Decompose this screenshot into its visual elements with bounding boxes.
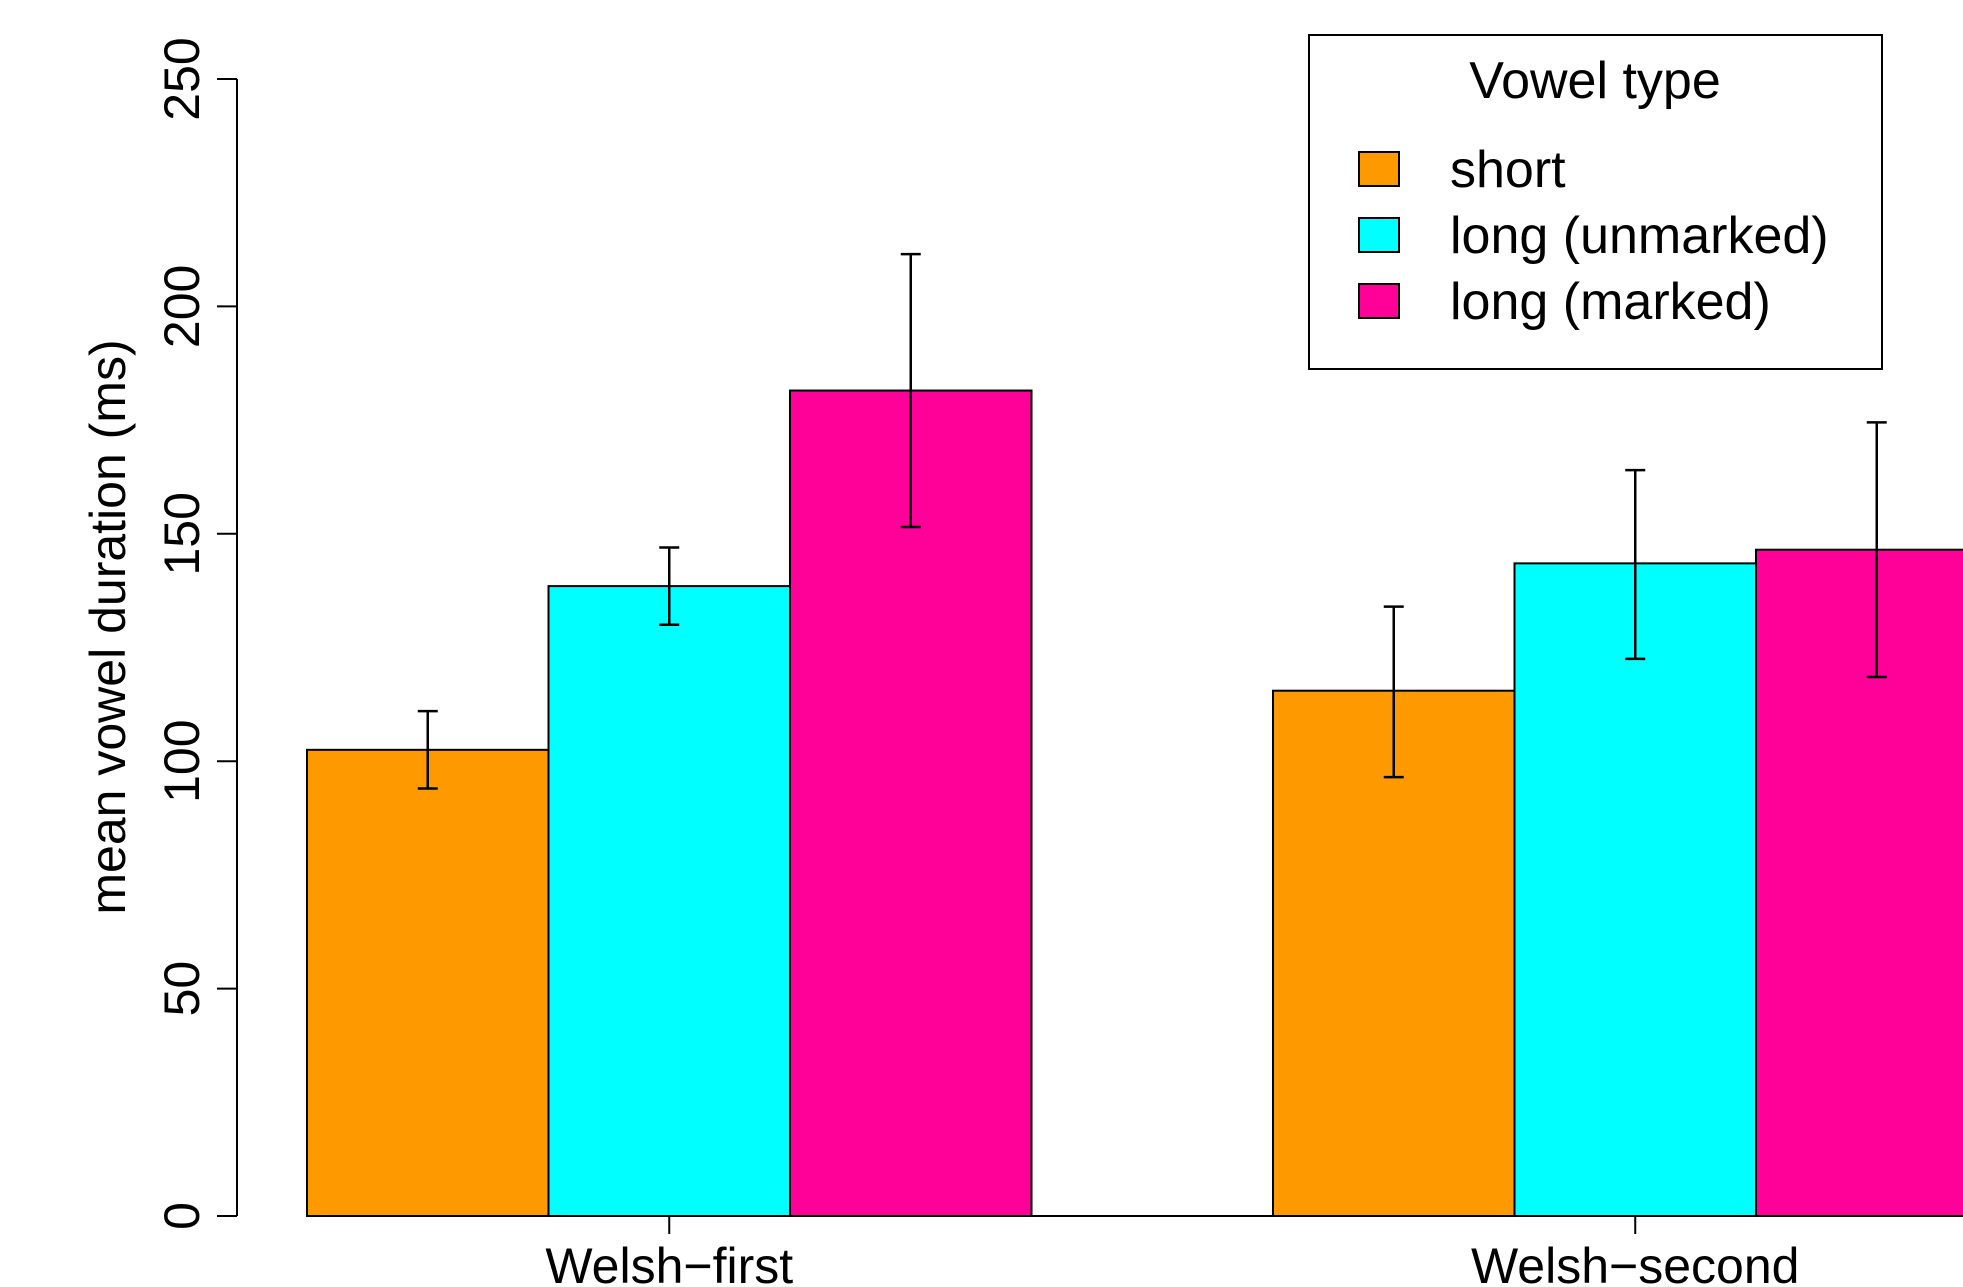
y-tick-label: 100: [154, 719, 210, 802]
legend-label: long (marked): [1450, 273, 1771, 331]
y-tick-label: 150: [154, 492, 210, 575]
y-tick-label: 0: [154, 1202, 210, 1230]
y-tick-label: 200: [154, 265, 210, 348]
bar: [306, 748, 550, 1218]
legend: Vowel type short long (unmarked) long (mar…: [1308, 34, 1883, 370]
bar: [547, 585, 791, 1217]
legend-swatch: [1358, 217, 1400, 253]
legend-swatch: [1358, 151, 1400, 187]
bars: [306, 389, 1963, 1218]
x-tick-label: Welsh−second: [1471, 1238, 1799, 1287]
legend-swatch: [1358, 283, 1400, 319]
y-axis: 0 50 100 150 200 250: [154, 37, 238, 1230]
x-tick-label: Welsh−first: [545, 1238, 793, 1287]
legend-title: Vowel type: [1469, 52, 1721, 110]
x-axis: Welsh−first Welsh−second: [307, 1215, 1963, 1287]
legend-label: short: [1450, 141, 1566, 199]
y-axis-label: mean vowel duration (ms): [80, 339, 136, 914]
error-bars: [417, 252, 1887, 790]
legend-box: [1308, 34, 1883, 370]
y-tick-label: 50: [154, 961, 210, 1017]
y-tick-label: 250: [154, 37, 210, 120]
legend-label: long (unmarked): [1450, 207, 1829, 265]
bar: [1755, 548, 1963, 1217]
bar: [1513, 562, 1757, 1217]
